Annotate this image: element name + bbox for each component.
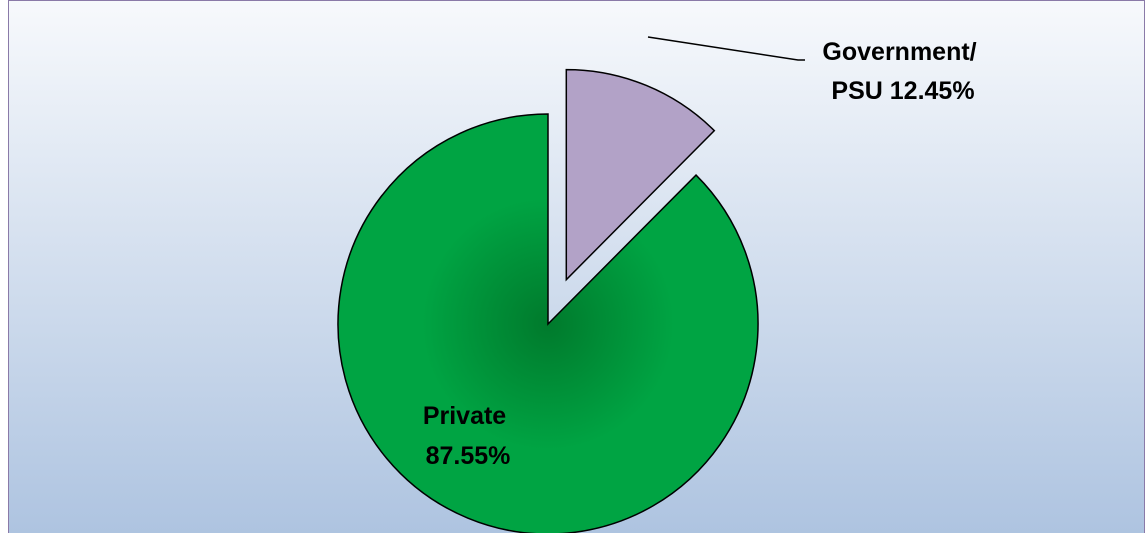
slice-label-government-psu: Government/ PSU 12.45% [822,38,983,105]
slice-label-private-name: Private [423,402,506,430]
slice-label-government-psu-name: Government/ [822,38,976,66]
slice-label-private: Private 87.55% [423,402,513,470]
slice-label-government-psu-value: PSU 12.45% [831,77,974,105]
slice-label-private-value: 87.55% [426,442,511,470]
pie-slice-private [337,113,759,533]
pie-slice-government-psu [565,68,716,282]
leader-line-government-psu [647,36,805,61]
